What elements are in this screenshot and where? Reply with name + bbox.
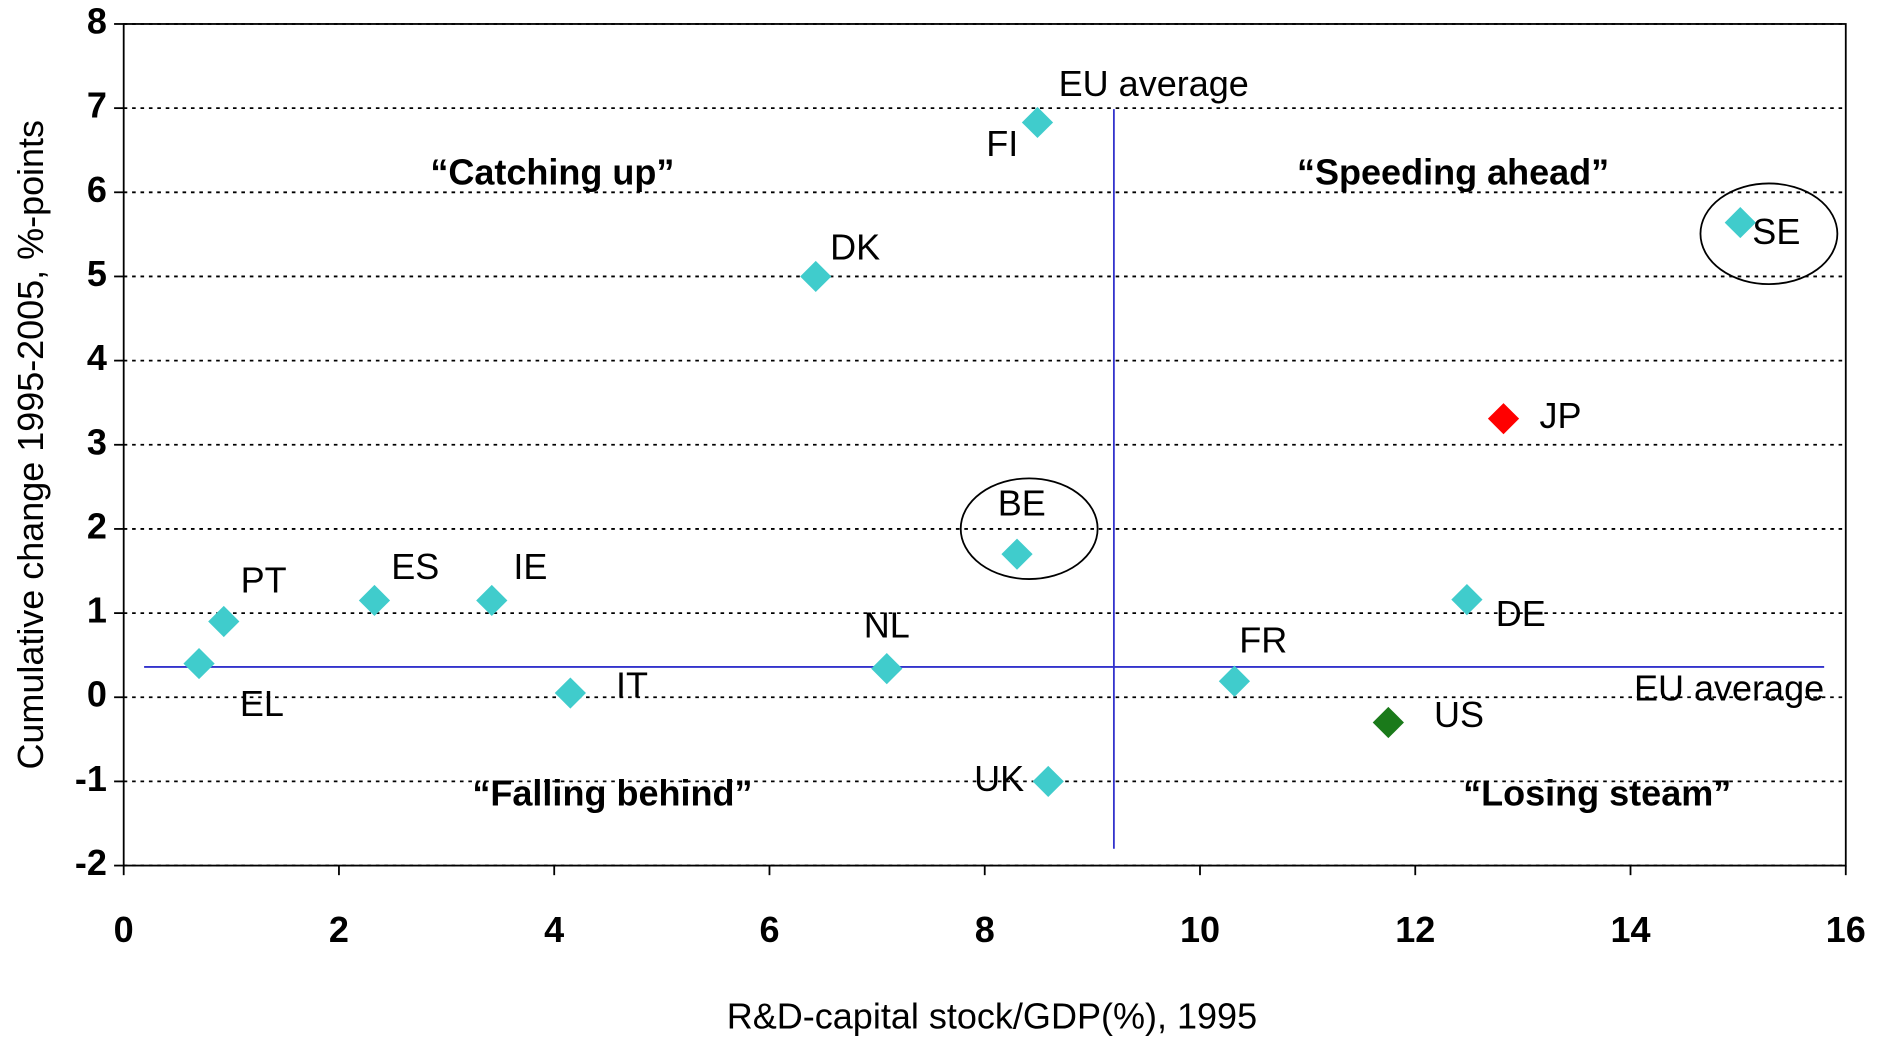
point (871, 653, 903, 685)
point (1487, 403, 1520, 435)
point-label: FR (1239, 619, 1287, 660)
point-label: IE (513, 546, 547, 587)
point (183, 648, 215, 680)
y-axis-label: Cumulative change 1995-2005, %-points (10, 120, 51, 770)
y-tick-label: 6 (87, 169, 107, 210)
y-tick-label: -1 (75, 758, 107, 799)
reference-label: EU average (1059, 63, 1249, 104)
point-label: NL (864, 604, 910, 645)
point-label: IT (616, 665, 648, 706)
point-label: US (1434, 694, 1484, 735)
point-label: ES (391, 546, 439, 587)
quadrant-label: “Catching up” (430, 152, 674, 193)
point (800, 260, 832, 293)
point (1032, 765, 1064, 797)
x-tick-label: 4 (544, 909, 564, 950)
point (1218, 665, 1251, 697)
point-label: DE (1496, 593, 1546, 634)
point-label: SE (1752, 211, 1800, 252)
y-tick-label: 8 (87, 0, 107, 41)
highlight (959, 477, 1099, 580)
point (1724, 207, 1756, 239)
y-tick-label: 7 (87, 85, 107, 126)
point-label: EL (240, 683, 284, 724)
point (1001, 538, 1033, 570)
y-tick-label: 1 (87, 590, 107, 631)
point-label: UK (974, 758, 1024, 799)
y-tick-label: 5 (87, 253, 107, 294)
point-label: BE (998, 483, 1046, 524)
point (208, 605, 240, 638)
point-label: DK (830, 227, 880, 268)
x-tick-label: 2 (329, 909, 349, 950)
point (554, 677, 586, 709)
y-tick-label: 4 (87, 337, 107, 378)
point-label: PT (241, 560, 287, 601)
x-tick-label: 6 (759, 909, 779, 950)
x-tick-label: 14 (1610, 909, 1650, 950)
point-label: JP (1540, 395, 1582, 436)
point-label: FI (986, 123, 1018, 164)
y-tick-label: 0 (87, 674, 107, 715)
x-tick-label: 12 (1395, 909, 1435, 950)
x-tick-label: 16 (1826, 909, 1866, 950)
x-tick-label: 8 (975, 909, 995, 950)
point (1372, 706, 1404, 739)
reference-label: EU average (1634, 667, 1824, 708)
x-tick-label: 0 (114, 909, 134, 950)
point (476, 584, 508, 617)
point (358, 584, 391, 617)
quadrant-label: “Falling behind” (472, 773, 752, 814)
quadrant-label: “Losing steam” (1463, 773, 1731, 814)
x-axis-label: R&D-capital stock/GDP(%), 1995 (727, 996, 1257, 1037)
y-tick-label: 3 (87, 421, 107, 462)
y-tick-label: -2 (75, 842, 107, 883)
point (1451, 584, 1483, 616)
y-tick-label: 2 (87, 505, 107, 546)
point (1021, 106, 1054, 139)
highlight (1699, 182, 1839, 286)
quadrant-label: “Speeding ahead” (1297, 152, 1609, 193)
x-tick-label: 10 (1180, 909, 1220, 950)
